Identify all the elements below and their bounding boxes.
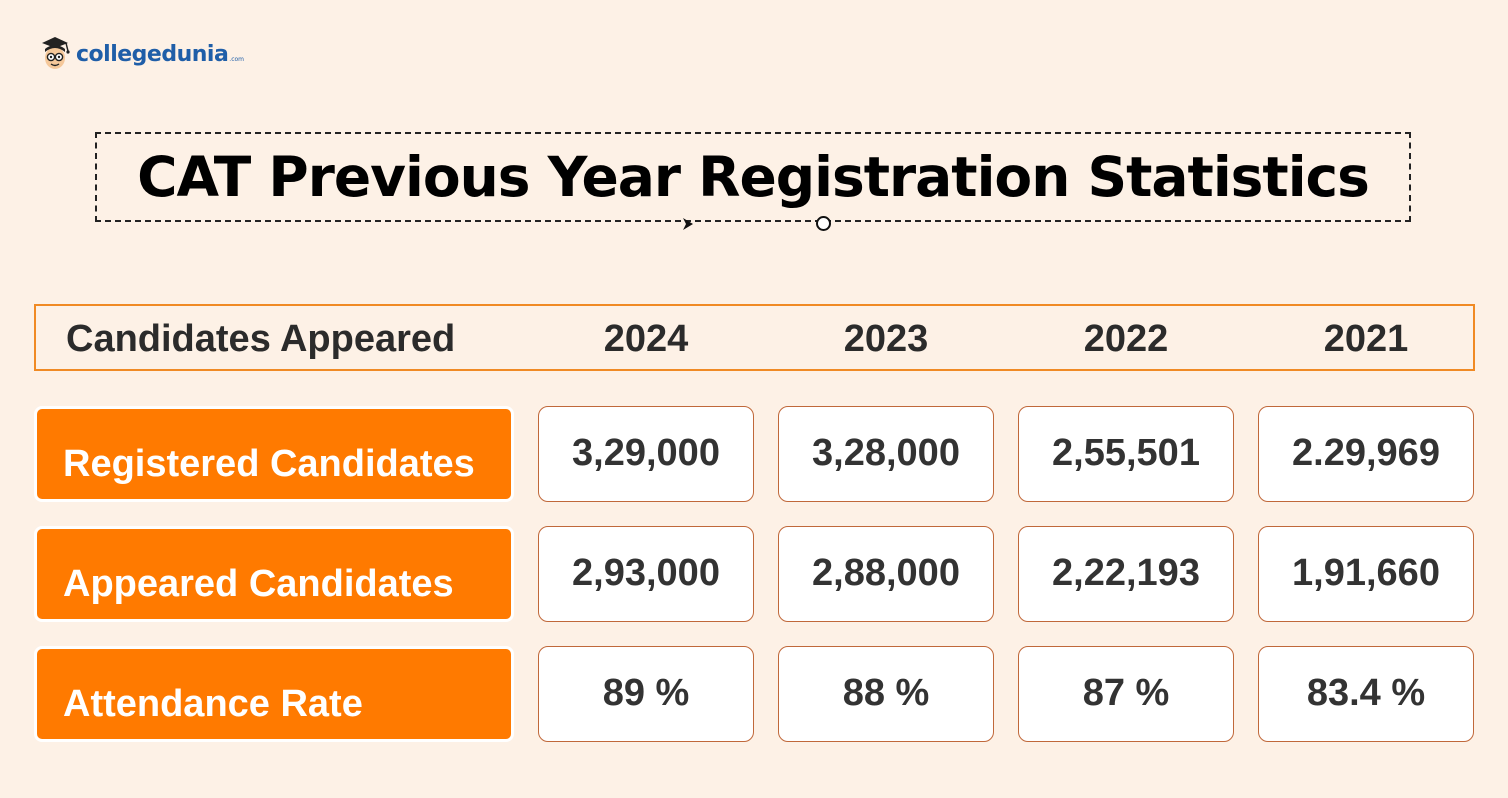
table-header-row: Candidates Appeared 2024 2023 2022 2021	[34, 304, 1475, 371]
row-label-attendance: Attendance Rate	[34, 646, 514, 742]
table-cell: 2,88,000	[778, 526, 994, 622]
row-label-appeared: Appeared Candidates	[34, 526, 514, 622]
brand-suffix: .com	[229, 55, 245, 63]
header-year-2024: 2024	[603, 318, 689, 360]
table-cell: 2,93,000	[538, 526, 754, 622]
row-label-registered: Registered Candidates	[34, 406, 514, 502]
table-cell: 1,91,660	[1258, 526, 1474, 622]
table-cell: 2.29,969	[1258, 406, 1474, 502]
mascot-logo-icon	[42, 37, 70, 69]
header-year-2021: 2021	[1323, 318, 1409, 360]
header-year-2022: 2022	[1083, 318, 1169, 360]
table-cell: 88 %	[778, 646, 994, 742]
circle-outline-icon	[816, 216, 831, 231]
table-cell: 3,28,000	[778, 406, 994, 502]
brand-logo: collegedunia .com	[38, 34, 244, 74]
arrow-right-icon	[683, 218, 693, 230]
table-cell: 83.4 %	[1258, 646, 1474, 742]
brand-name: collegedunia	[76, 41, 229, 67]
header-label: Candidates Appeared	[66, 318, 456, 360]
table-cell: 2,55,501	[1018, 406, 1234, 502]
table-cell: 3,29,000	[538, 406, 754, 502]
table-cell: 2,22,193	[1018, 526, 1234, 622]
page-title: CAT Previous Year Registration Statistic…	[137, 145, 1370, 209]
table-cell: 89 %	[538, 646, 754, 742]
title-box: CAT Previous Year Registration Statistic…	[95, 132, 1411, 222]
table-cell: 87 %	[1018, 646, 1234, 742]
header-year-2023: 2023	[843, 318, 929, 360]
